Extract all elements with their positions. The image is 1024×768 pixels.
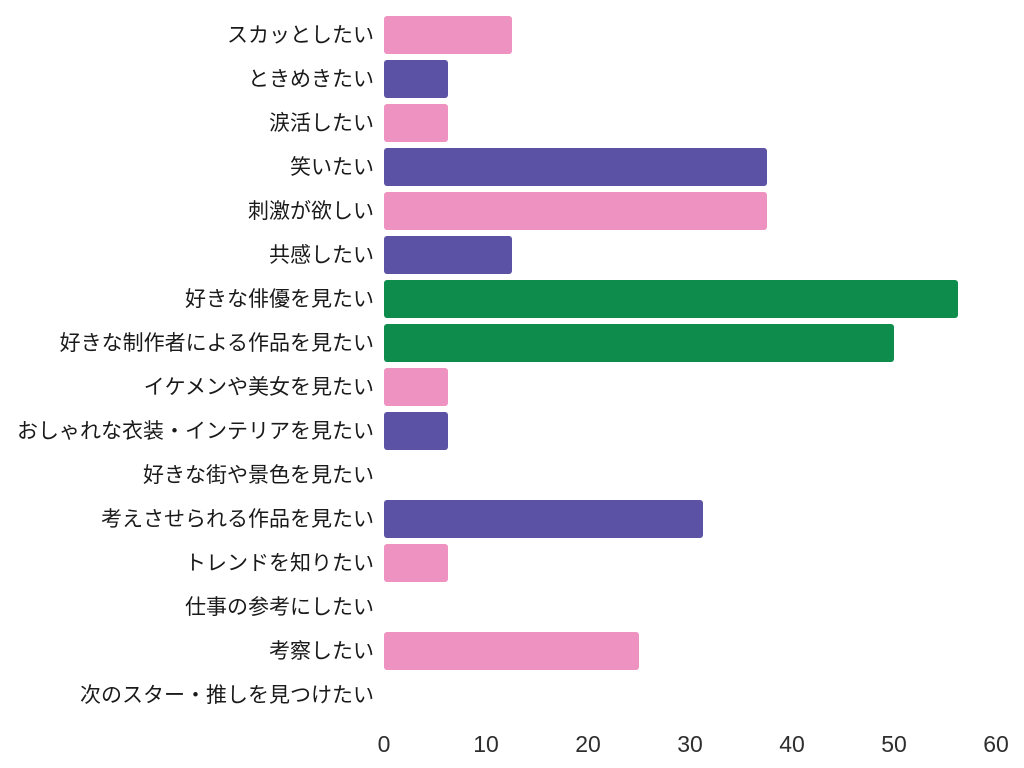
bar-track <box>384 148 996 186</box>
bar-track <box>384 588 996 626</box>
bar-track <box>384 544 996 582</box>
bar-row: おしゃれな衣装・インテリアを見たい <box>0 409 1024 453</box>
x-tick-label: 60 <box>983 731 1009 757</box>
x-tick-label: 0 <box>377 731 391 757</box>
bar-row: スカッとしたい <box>0 13 1024 57</box>
bar-track <box>384 192 996 230</box>
bar <box>384 280 958 318</box>
category-label: 涙活したい <box>269 111 374 135</box>
bar <box>384 544 448 582</box>
bar-track <box>384 412 996 450</box>
bar <box>384 412 448 450</box>
category-label: 笑いたい <box>290 155 374 179</box>
x-tick-label: 40 <box>779 731 805 757</box>
bar-row: 好きな制作者による作品を見たい <box>0 321 1024 365</box>
category-label: スカッとしたい <box>227 23 374 47</box>
bar <box>384 368 448 406</box>
category-label: イケメンや美女を見たい <box>143 375 374 399</box>
bar-track <box>384 456 996 494</box>
bar-chart: スカッとしたいときめきたい涙活したい笑いたい刺激が欲しい共感したい好きな俳優を見… <box>0 13 1024 763</box>
bar <box>384 236 512 274</box>
bar-row: 仕事の参考にしたい <box>0 585 1024 629</box>
bar <box>384 16 512 54</box>
category-label: 好きな街や景色を見たい <box>143 463 374 487</box>
category-label: 好きな制作者による作品を見たい <box>59 331 374 355</box>
bar <box>384 500 703 538</box>
bar-row: イケメンや美女を見たい <box>0 365 1024 409</box>
bar <box>384 632 639 670</box>
bar-row: 共感したい <box>0 233 1024 277</box>
x-tick-label: 30 <box>677 731 703 757</box>
bar-track <box>384 236 996 274</box>
x-axis: 0 10 20 30 40 50 60 <box>378 727 1009 763</box>
x-tick-label: 20 <box>575 731 601 757</box>
x-tick-label: 50 <box>881 731 907 757</box>
chart-rows: スカッとしたいときめきたい涙活したい笑いたい刺激が欲しい共感したい好きな俳優を見… <box>0 13 1024 717</box>
bar-track <box>384 324 996 362</box>
bar-track <box>384 500 996 538</box>
bar-row: トレンドを知りたい <box>0 541 1024 585</box>
bar-row: 涙活したい <box>0 101 1024 145</box>
category-label: トレンドを知りたい <box>185 551 374 575</box>
bar-track <box>384 676 996 714</box>
category-label: 次のスター・推しを見つけたい <box>80 683 374 707</box>
bar-row: ときめきたい <box>0 57 1024 101</box>
bar <box>384 324 894 362</box>
category-label: 共感したい <box>269 243 374 267</box>
bar-row: 刺激が欲しい <box>0 189 1024 233</box>
bar-row: 好きな街や景色を見たい <box>0 453 1024 497</box>
category-label: 刺激が欲しい <box>248 199 374 223</box>
category-label: 考察したい <box>269 639 374 663</box>
bar-row: 考えさせられる作品を見たい <box>0 497 1024 541</box>
bar-track <box>384 280 996 318</box>
category-label: 考えさせられる作品を見たい <box>101 507 374 531</box>
bar <box>384 60 448 98</box>
x-tick-label: 10 <box>473 731 499 757</box>
bar-track <box>384 632 996 670</box>
category-label: 仕事の参考にしたい <box>185 595 374 619</box>
category-label: おしゃれな衣装・インテリアを見たい <box>17 419 374 443</box>
bar-track <box>384 368 996 406</box>
bar-row: 笑いたい <box>0 145 1024 189</box>
bar <box>384 192 767 230</box>
bar <box>384 148 767 186</box>
category-label: 好きな俳優を見たい <box>185 287 374 311</box>
bar-row: 好きな俳優を見たい <box>0 277 1024 321</box>
bar-row: 考察したい <box>0 629 1024 673</box>
bar-track <box>384 16 996 54</box>
category-label: ときめきたい <box>248 67 374 91</box>
bar-track <box>384 60 996 98</box>
bar-row: 次のスター・推しを見つけたい <box>0 673 1024 717</box>
bar-track <box>384 104 996 142</box>
bar <box>384 104 448 142</box>
